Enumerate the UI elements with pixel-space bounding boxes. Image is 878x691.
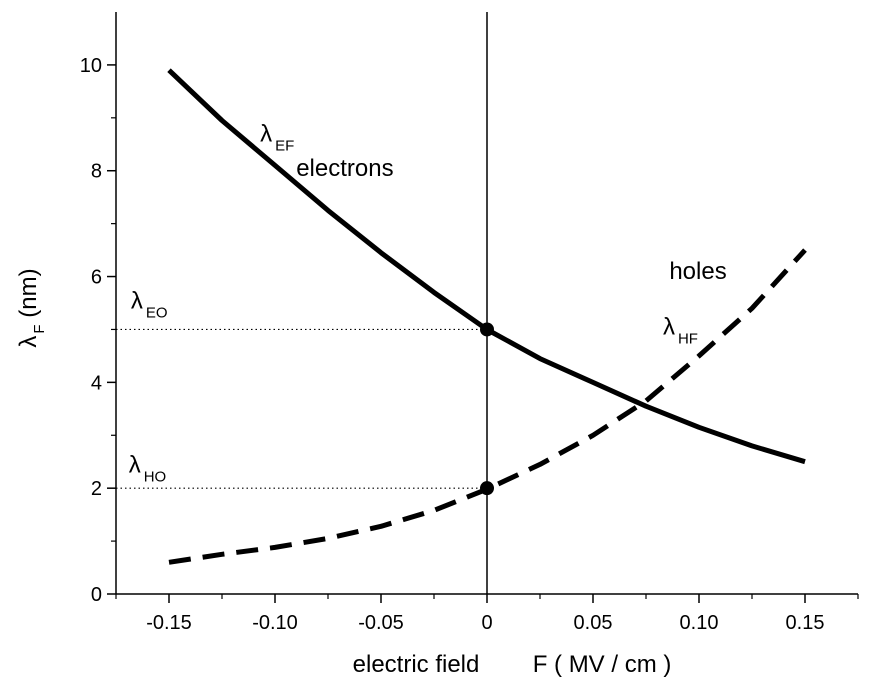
annotation-symbol: λ [663, 314, 675, 341]
annotation-symbol: λ [129, 451, 141, 478]
annotation-symbol: λ [131, 287, 143, 314]
axes-layer [107, 12, 859, 603]
x-tick-label-6: 0.15 [786, 612, 825, 634]
points-layer [480, 322, 494, 496]
x-tick-label-0: -0.15 [146, 612, 192, 634]
annotation-lambda-ef: λ EF [260, 121, 294, 155]
y-axis-title-unit: (nm) [15, 268, 42, 324]
x-tick-label-4: 0.05 [574, 612, 613, 634]
x-tick-label-3: 0 [481, 612, 492, 634]
y-axis-title-subscript: F [31, 324, 48, 333]
annotation-lambda-hf: λ HF [663, 314, 698, 348]
x-tick-label-2: -0.05 [358, 612, 404, 634]
y-tick-label-2: 4 [91, 372, 102, 394]
reference-lines-layer [116, 328, 487, 489]
annotation-symbol: λ [260, 121, 272, 148]
annotation-subscript: HF [678, 331, 698, 348]
y-tick-label-3: 6 [91, 267, 102, 289]
annotation-subscript: EO [146, 304, 168, 321]
y-tick-label-1: 2 [91, 478, 102, 500]
x-tick-label-5: 0.10 [680, 612, 719, 634]
data-point-1 [480, 481, 494, 496]
annotation-lambda-eo: λ EO [131, 287, 168, 321]
annotation-holes: holes [669, 258, 726, 285]
annotation-subscript: EF [275, 138, 294, 155]
y-axis-title-symbol: λ [15, 336, 42, 348]
x-tick-label-1: -0.10 [252, 612, 298, 634]
annotation-electrons: electrons [296, 155, 393, 182]
x-axis-title: electric field F ( MV / cm ) [353, 651, 672, 678]
y-tick-label-4: 8 [91, 161, 102, 183]
annotation-subscript: HO [144, 468, 167, 485]
y-axis-title: λF (nm) [15, 268, 48, 347]
annotation-lambda-ho: λ HO [129, 451, 167, 485]
y-tick-label-0: 0 [91, 584, 102, 606]
y-tick-label-5: 10 [80, 55, 102, 77]
data-point-0 [480, 322, 494, 337]
